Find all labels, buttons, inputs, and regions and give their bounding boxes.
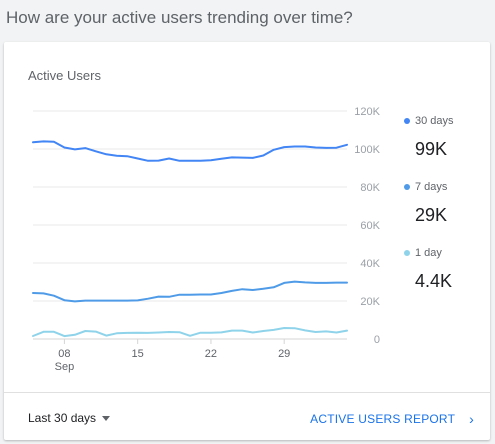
legend-value-1-day: 4.4K xyxy=(415,271,453,291)
legend-dot-icon xyxy=(404,250,410,256)
page-title: How are your active users trending over … xyxy=(6,8,353,27)
series-lines xyxy=(32,140,348,338)
y-tick-label: 100K xyxy=(354,144,380,156)
series-line-1-day xyxy=(32,327,348,338)
y-tick-label: 40K xyxy=(360,258,380,270)
date-range-label: Last 30 days xyxy=(28,411,97,425)
y-tick-label: 0 xyxy=(374,334,380,346)
legend-item-1-day: 1 day 4.4K xyxy=(404,247,484,313)
legend-value-7-days: 29K xyxy=(415,205,448,225)
date-range-dropdown[interactable]: Last 30 days xyxy=(28,411,111,425)
chevron-right-icon: › xyxy=(469,411,474,427)
x-tick-label: 29 xyxy=(278,348,290,360)
report-link-label: ACTIVE USERS REPORT xyxy=(310,412,456,426)
grid-lines xyxy=(33,110,347,340)
x-tick-sublabel: Sep xyxy=(55,361,75,373)
y-tick-label: 60K xyxy=(360,220,380,232)
legend-dot-icon xyxy=(404,184,410,190)
legend-label-1-day: 1 day xyxy=(415,247,442,259)
chart-legend: 30 days 99K 7 days 29K 1 day 4.4K xyxy=(404,115,484,313)
x-tick-label: 15 xyxy=(132,348,144,360)
legend-item-7-days: 7 days 29K xyxy=(404,181,484,247)
legend-label-30-days: 30 days xyxy=(415,115,454,127)
caret-down-icon xyxy=(102,415,111,421)
x-tick-label: 22 xyxy=(205,348,217,360)
series-line-7-days xyxy=(32,280,348,303)
y-axis-ticks: 120K 100K 80K 60K 40K 20K 0 xyxy=(354,106,380,346)
legend-item-30-days: 30 days 99K xyxy=(404,115,484,181)
active-users-card: Active Users 120K 100K 80K 60K 40K 20K 0 08 Sep… xyxy=(4,42,490,440)
footer-divider xyxy=(4,392,490,393)
y-tick-label: 20K xyxy=(360,296,380,308)
card-title: Active Users xyxy=(28,68,101,83)
legend-dot-icon xyxy=(404,118,410,124)
active-users-report-link[interactable]: ACTIVE USERS REPORT › xyxy=(310,411,474,427)
y-tick-label: 120K xyxy=(354,106,380,118)
x-tick-label: 08 xyxy=(58,348,70,360)
series-line-30-days xyxy=(32,140,348,162)
y-tick-label: 80K xyxy=(360,182,380,194)
legend-value-30-days: 99K xyxy=(415,139,448,159)
legend-label-7-days: 7 days xyxy=(415,181,448,193)
